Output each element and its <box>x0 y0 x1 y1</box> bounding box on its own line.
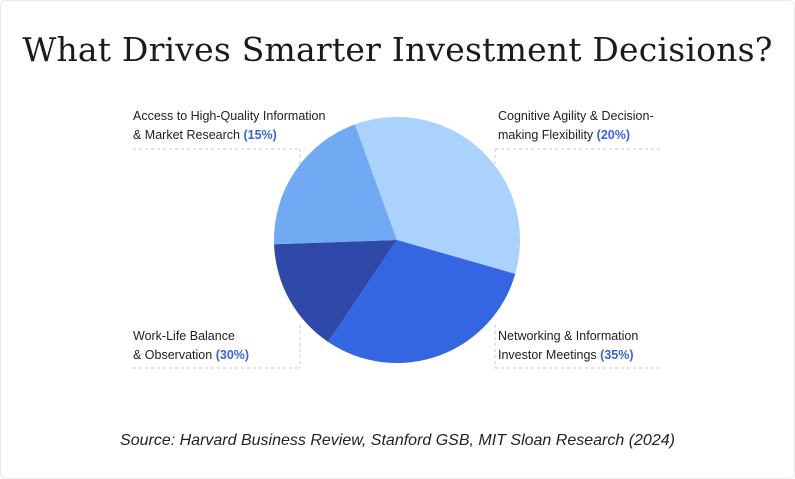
slice-label-line2: & Observation <box>133 348 213 362</box>
leader-lines <box>133 148 660 369</box>
slice-percent: (15%) <box>243 128 277 142</box>
slice-label-line1: Cognitive Agility & Decision- <box>498 109 654 123</box>
slice-label-line1: Networking & Information <box>498 329 639 343</box>
slice-label-line1: Work-Life Balance <box>133 329 235 343</box>
slice-label-line2: Investor Meetings <box>498 348 597 362</box>
slice-label-line2: making Flexibility <box>498 128 594 142</box>
slice-percent: (30%) <box>215 348 250 362</box>
slice-label-information: Access to High-Quality Information & Mar… <box>133 107 325 145</box>
slice-label-work-life-balance: Work-Life Balance & Observation (30%) <box>133 327 249 365</box>
pie-slice-cognitive-agility <box>273 124 397 245</box>
pie-slice-information <box>274 240 397 342</box>
pie-slices <box>273 117 521 364</box>
pie-slice-networking <box>354 117 521 274</box>
slice-label-networking: Networking & Information Investor Meetin… <box>498 327 638 365</box>
pie-slice-work-life-balance <box>328 240 516 364</box>
slice-label-line1: Access to High-Quality Information <box>133 109 326 123</box>
chart-title: What Drives Smarter Investment Decisions… <box>22 30 773 69</box>
slice-percent: (35%) <box>600 348 634 362</box>
slice-label-line2: & Market Research <box>133 128 240 142</box>
slice-label-cognitive-agility: Cognitive Agility & Decision- making Fle… <box>498 107 654 145</box>
chart-source: Source: Harvard Business Review, Stanfor… <box>120 432 675 449</box>
slice-percent: (20%) <box>596 128 630 142</box>
